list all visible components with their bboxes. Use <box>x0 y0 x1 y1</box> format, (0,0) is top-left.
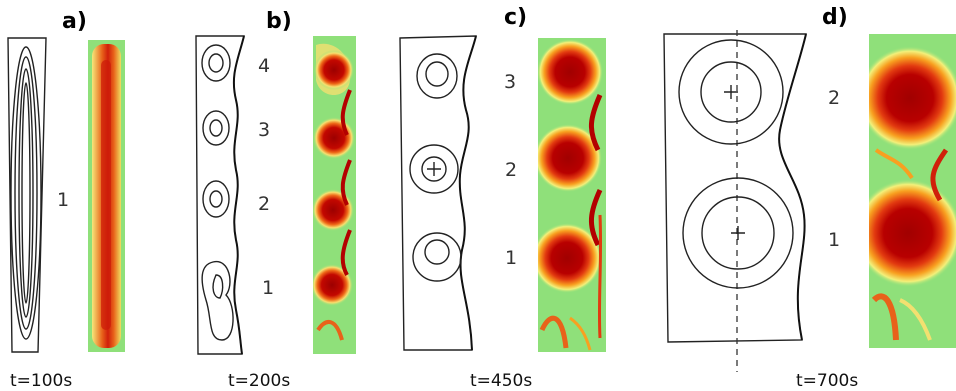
panel-d-streamline-diagram <box>663 30 807 372</box>
panel-c: c) 3 2 1 t=450s <box>399 5 606 391</box>
panel-b-time: t=200s <box>228 371 290 391</box>
panel-b-vortex-label-3: 3 <box>258 119 270 141</box>
panel-c-time: t=450s <box>470 371 532 391</box>
panel-c-vortex-label-1: 1 <box>505 247 517 269</box>
panel-d-time: t=700s <box>796 371 858 391</box>
panel-b: b) 4 3 2 1 t=200s <box>195 9 356 391</box>
panel-b-vortex-label-4: 4 <box>258 55 270 77</box>
panel-c-label: c) <box>504 5 527 30</box>
panel-a: a) 1 t=100s <box>7 9 125 391</box>
panel-b-streamline-diagram <box>195 35 245 355</box>
panel-c-vortex-label-3: 3 <box>504 71 516 93</box>
panel-b-vortex-label-1: 1 <box>262 277 274 299</box>
panel-b-vorticity-field <box>313 36 356 354</box>
panel-d-label: d) <box>822 5 848 30</box>
panel-b-vortex-label-2: 2 <box>258 193 270 215</box>
panel-d-vorticity-field <box>869 34 956 348</box>
panel-c-vortex-label-2: 2 <box>505 159 517 181</box>
panel-a-label: a) <box>62 9 87 34</box>
panel-d: d) 2 1 t=700s <box>663 5 956 391</box>
panel-a-streamline-diagram <box>7 37 47 353</box>
panel-c-vorticity-field <box>538 38 606 352</box>
panel-a-vorticity-field <box>88 40 125 352</box>
panel-d-vortex-label-1: 1 <box>828 229 840 251</box>
panel-d-vortex-label-2: 2 <box>828 87 840 109</box>
panel-b-label: b) <box>266 9 292 34</box>
panel-a-time: t=100s <box>10 371 72 391</box>
panel-c-streamline-diagram <box>399 35 477 351</box>
panel-a-vortex-label-1: 1 <box>57 189 69 211</box>
